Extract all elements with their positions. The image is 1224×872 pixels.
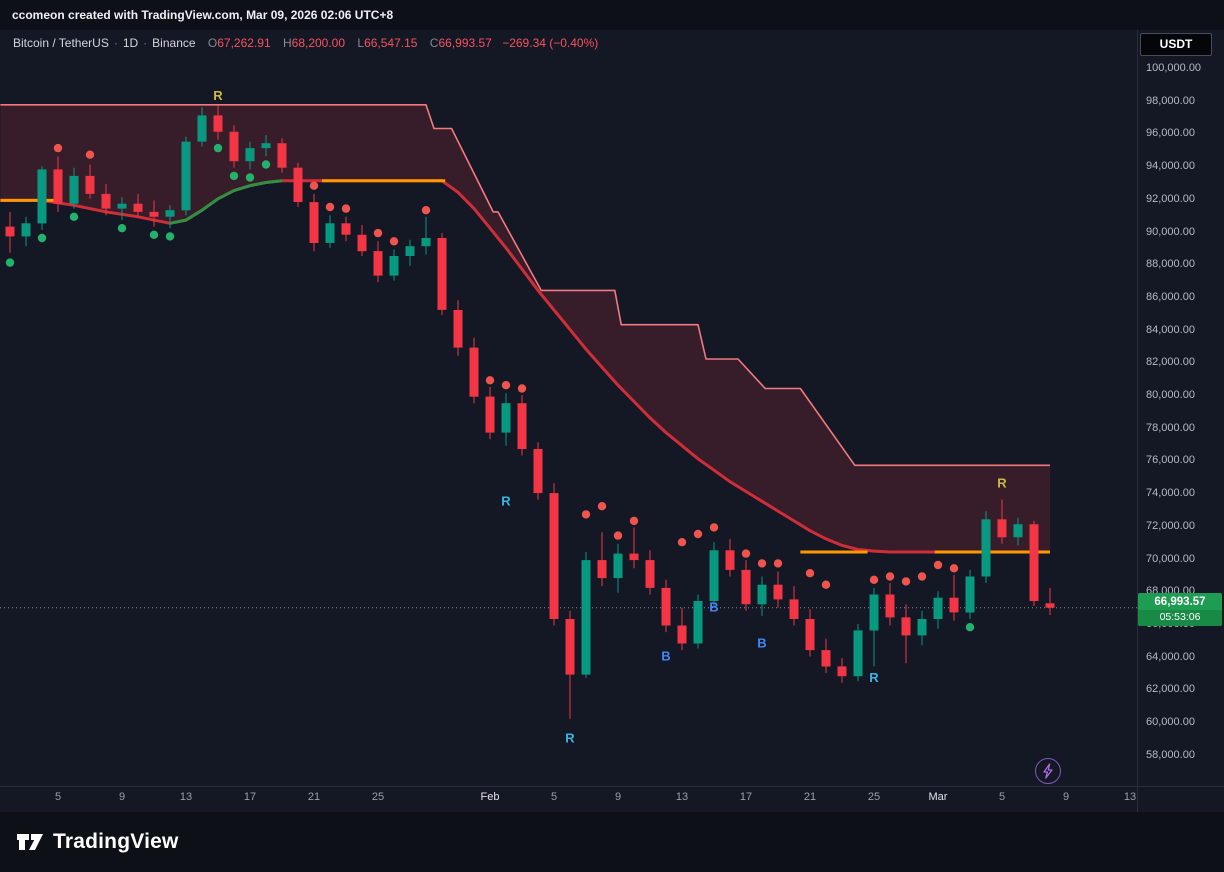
close-label: C <box>429 36 439 50</box>
price-axis-label: 70,000.00 <box>1146 553 1195 565</box>
time-axis-label: 21 <box>307 791 321 803</box>
price-axis-label: 62,000.00 <box>1146 683 1195 695</box>
bar-countdown: 05:53:06 <box>1138 610 1222 626</box>
lightning-icon <box>1043 763 1053 779</box>
price-axis-label: 72,000.00 <box>1146 520 1195 532</box>
low-label: L <box>357 36 365 50</box>
tradingview-logo[interactable]: TradingView <box>16 830 179 854</box>
price-axis-label: 90,000.00 <box>1146 226 1195 238</box>
price-axis-label: 86,000.00 <box>1146 291 1195 303</box>
price-axis-label: 80,000.00 <box>1146 389 1195 401</box>
time-axis-label: 5 <box>54 791 62 803</box>
time-axis-line <box>0 786 1224 787</box>
time-axis-label: 9 <box>614 791 622 803</box>
tradingview-icon <box>17 834 43 850</box>
price-axis-label: 92,000.00 <box>1146 193 1195 205</box>
symbol-name[interactable]: Bitcoin / TetherUS <box>13 36 109 50</box>
tradingview-wordmark: TradingView <box>53 830 179 853</box>
close-value: 66,993.57 <box>438 36 492 50</box>
price-axis-label: 82,000.00 <box>1146 356 1195 368</box>
open-value: 67,262.91 <box>217 36 271 50</box>
price-axis[interactable]: 100,000.00 98,000.00 96,000.00 94,000.00 92,… <box>1137 30 1224 812</box>
time-axis-label: 13 <box>1123 791 1137 803</box>
time-axis-label: 13 <box>179 791 193 803</box>
svg-text:R: R <box>997 475 1007 490</box>
price-axis-label: 100,000.00 <box>1146 62 1202 74</box>
svg-text:R: R <box>565 730 575 745</box>
signal-dots <box>5 143 975 632</box>
time-axis-label: Mar <box>928 791 948 803</box>
time-axis-label: 17 <box>243 791 257 803</box>
time-axis-label: 5 <box>998 791 1006 803</box>
time-axis-label: 9 <box>1062 791 1070 803</box>
price-axis-label: 76,000.00 <box>1146 454 1195 466</box>
time-axis-label: 17 <box>739 791 753 803</box>
price-axis-label: 98,000.00 <box>1146 95 1195 107</box>
price-axis-label: 64,000.00 <box>1146 651 1195 663</box>
symbol-legend[interactable]: Bitcoin / TetherUS · 1D · Binance O67,262.91… <box>13 36 598 50</box>
time-axis[interactable]: 5 9 13 17 21 25 Feb 5 9 13 17 21 25 Mar 5 9 13 <box>0 787 1137 811</box>
interval-label[interactable]: 1D <box>122 36 139 50</box>
last-price-tag: 66,993.57 05:53:06 <box>1138 593 1222 626</box>
price-axis-label: 60,000.00 <box>1146 716 1195 728</box>
signal-letter-markers: R R R B B B R R <box>213 88 1007 746</box>
svg-text:R: R <box>869 670 879 685</box>
svg-text:B: B <box>709 600 718 615</box>
candlestick-chart[interactable]: R R R B B B R R <box>0 0 1137 786</box>
svg-text:B: B <box>661 649 670 664</box>
price-axis-label: 78,000.00 <box>1146 422 1195 434</box>
time-axis-label: 5 <box>550 791 558 803</box>
time-axis-label: 21 <box>803 791 817 803</box>
price-axis-label: 94,000.00 <box>1146 160 1195 172</box>
indicator-band-upper-line <box>0 104 1050 467</box>
svg-text:R: R <box>501 493 511 508</box>
low-value: 66,547.15 <box>364 36 418 50</box>
time-axis-label: 25 <box>867 791 881 803</box>
price-axis-label: 88,000.00 <box>1146 258 1195 270</box>
legend-separator: · <box>113 36 118 50</box>
time-axis-label: 13 <box>675 791 689 803</box>
price-axis-label: 96,000.00 <box>1146 127 1195 139</box>
price-axis-label: 58,000.00 <box>1146 749 1195 761</box>
legend-separator: · <box>143 36 148 50</box>
trend-midline-bullish-segment <box>169 179 283 225</box>
svg-text:R: R <box>213 88 223 103</box>
change-value: −269.34 (−0.40%) <box>502 36 599 50</box>
footer-bar: TradingView <box>0 812 1224 872</box>
price-axis-label: 74,000.00 <box>1146 487 1195 499</box>
exchange-label: Binance <box>152 36 196 50</box>
time-axis-label: 25 <box>371 791 385 803</box>
high-value: 68,200.00 <box>291 36 346 50</box>
price-axis-label: 84,000.00 <box>1146 324 1195 336</box>
last-price-value: 66,993.57 <box>1154 596 1206 608</box>
snapshot-credit: ccomeon created with TradingView.com, Ma… <box>0 0 1224 30</box>
candles <box>5 105 1055 719</box>
high-label: H <box>282 36 292 50</box>
svg-text:B: B <box>757 636 766 651</box>
open-label: O <box>207 36 218 50</box>
indicator-band-fill <box>0 104 1050 553</box>
time-axis-label: 9 <box>118 791 126 803</box>
lightning-button[interactable] <box>1035 758 1061 784</box>
currency-toggle-button[interactable]: USDT <box>1140 33 1212 56</box>
time-axis-label: Feb <box>480 791 500 803</box>
